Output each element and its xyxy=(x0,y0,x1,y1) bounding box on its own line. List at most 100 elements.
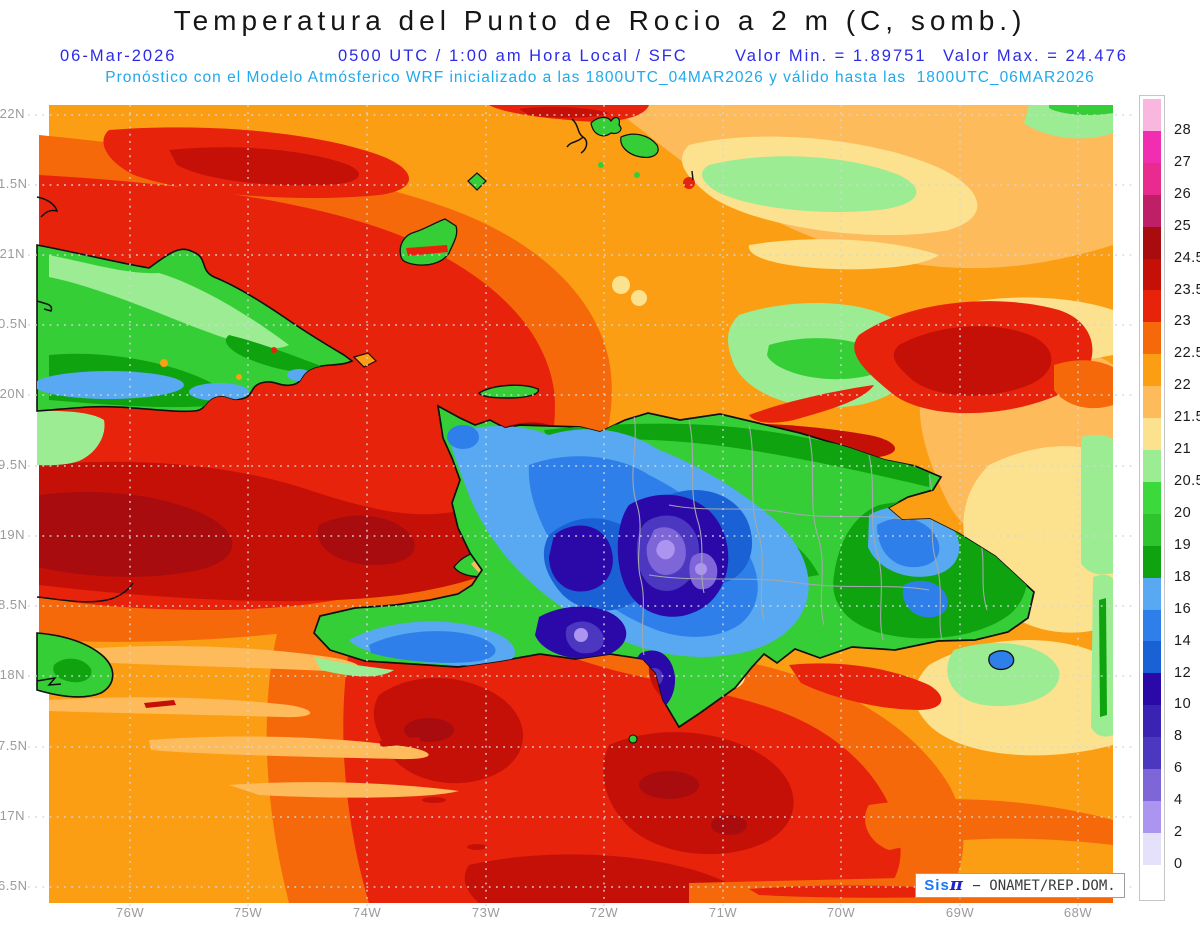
colorbar-segment xyxy=(1143,513,1161,546)
southwest-sea-streaks xyxy=(49,645,487,850)
onamet-label: ONAMET/REP.DOM. xyxy=(989,877,1116,894)
lat-label: 8.5N xyxy=(0,597,28,612)
colorbar-segment xyxy=(1143,258,1161,291)
colorbar-tick-label: 21 xyxy=(1174,441,1192,458)
lat-label: 9.5N xyxy=(0,457,28,472)
colorbar-segment xyxy=(1143,705,1161,738)
colorbar-segment xyxy=(1143,737,1161,770)
colorbar-segment xyxy=(1143,769,1161,801)
colorbar-tick-label: 6 xyxy=(1174,760,1183,777)
colorbar-tick-label: 28 xyxy=(1174,121,1192,138)
lat-label: 20N xyxy=(0,386,25,401)
lat-label: 22N xyxy=(0,106,25,121)
colorbar-segment xyxy=(1143,130,1161,163)
colorbar-tick-label: 22 xyxy=(1174,377,1192,394)
cuba-landmass xyxy=(36,244,378,466)
colorbar-segment xyxy=(1143,354,1161,387)
colorbar-tick-label: 27 xyxy=(1174,153,1192,170)
colorbar-segment xyxy=(1143,99,1161,131)
lat-label: 6.5N xyxy=(0,878,28,893)
max-value-label: Valor Max. = 24.476 xyxy=(943,47,1128,65)
colorbar-tick-label: 20.5 xyxy=(1174,473,1200,490)
lat-label: 19N xyxy=(0,527,25,542)
warm-pale-sea-zones xyxy=(609,105,1113,756)
colorbar-segment xyxy=(1143,386,1161,419)
beata-island xyxy=(628,734,638,744)
colorbar-segment xyxy=(1143,864,1161,897)
lon-label: 73W xyxy=(471,905,501,920)
colorbar-tick-label: 0 xyxy=(1174,856,1183,873)
colorbar-tick-label: 16 xyxy=(1174,600,1192,617)
lat-label: 21N xyxy=(0,246,25,261)
northern-islets xyxy=(399,116,695,266)
colorbar-tick-label: 20 xyxy=(1174,504,1192,521)
saona-island xyxy=(988,650,1015,671)
forecast-time: 0500 UTC / 1:00 am Hora Local / SFC xyxy=(338,47,688,65)
colorbar-segment xyxy=(1143,226,1161,259)
colorbar-segment xyxy=(1143,832,1161,865)
colorbar-tick-label: 2 xyxy=(1174,824,1183,841)
jamaica-landmass xyxy=(36,632,114,698)
lon-label: 76W xyxy=(115,905,145,920)
coastline-fragments xyxy=(36,196,134,686)
colorbar-tick-label: 10 xyxy=(1174,696,1192,713)
colorbar-segment xyxy=(1143,800,1161,833)
watermark-separator: − xyxy=(963,877,990,894)
lon-label: 74W xyxy=(352,905,382,920)
lat-label: 18N xyxy=(0,667,25,682)
colorbar-segment xyxy=(1143,194,1161,227)
lon-label: 69W xyxy=(945,905,975,920)
colorbar-segment xyxy=(1143,545,1161,578)
map-area: Sis π − ONAMET/REP.DOM. xyxy=(28,105,1135,911)
map-canvas xyxy=(28,105,1135,911)
colorbar-segment xyxy=(1143,481,1161,514)
colorbar-tick-label: 8 xyxy=(1174,728,1183,745)
caicos-island-east xyxy=(620,133,659,158)
cay-chain-line xyxy=(566,118,588,154)
tortuga-island xyxy=(478,384,540,399)
min-value-label: Valor Min. = 1.89751 xyxy=(735,47,927,65)
forecast-date: 06-Mar-2026 xyxy=(60,47,177,65)
lon-label: 70W xyxy=(826,905,856,920)
colorbar-tick-label: 24.5 xyxy=(1174,249,1200,266)
colorbar-tick-label: 22.5 xyxy=(1174,345,1200,362)
colorbar-tick-label: 18 xyxy=(1174,568,1192,585)
pi-icon: π xyxy=(949,873,963,895)
lat-label: 1.5N xyxy=(0,176,28,191)
sispi-label: Sis xyxy=(924,877,950,894)
colorbar-segment xyxy=(1143,641,1161,674)
caicos-island-west xyxy=(590,116,622,137)
colorbar-tick-label: 4 xyxy=(1174,792,1183,809)
colorbar-tick-label: 12 xyxy=(1174,664,1192,681)
colorbar-tick-label: 21.5 xyxy=(1174,409,1200,426)
lat-label: 0.5N xyxy=(0,316,28,331)
little-inagua-island xyxy=(467,172,487,191)
colorbar-segment xyxy=(1143,577,1161,610)
lon-label: 75W xyxy=(233,905,263,920)
colorbar-segment xyxy=(1143,609,1161,642)
model-run-line: Pronóstico con el Modelo Atmósferico WRF… xyxy=(105,69,1095,86)
colorbar-segment xyxy=(1143,162,1161,195)
colorbar-segment xyxy=(1143,449,1161,482)
page-title: Temperatura del Punto de Rocio a 2 m (C,… xyxy=(173,5,1027,36)
colorbar-segment xyxy=(1143,418,1161,450)
watermark-box: Sis π − ONAMET/REP.DOM. xyxy=(915,873,1125,898)
colorbar-tick-label: 23.5 xyxy=(1174,281,1200,298)
hispaniola-landmass xyxy=(313,405,1035,728)
colorbar xyxy=(1143,99,1161,897)
lat-label: 7.5N xyxy=(0,738,28,753)
colorbar-segment xyxy=(1143,322,1161,355)
colorbar-tick-label: 25 xyxy=(1174,217,1192,234)
colorbar-tick-label: 23 xyxy=(1174,313,1192,330)
colorbar-tick-label: 14 xyxy=(1174,632,1192,649)
lon-label: 68W xyxy=(1063,905,1093,920)
colorbar-tick-label: 19 xyxy=(1174,536,1192,553)
colorbar-segment xyxy=(1143,673,1161,706)
lon-label: 71W xyxy=(708,905,738,920)
colorbar-segment xyxy=(1143,290,1161,323)
south-red-sea-zone xyxy=(266,610,1113,903)
lon-label: 72W xyxy=(589,905,619,920)
grand-turk-islet xyxy=(683,177,695,189)
lat-label: 17N xyxy=(0,808,25,823)
